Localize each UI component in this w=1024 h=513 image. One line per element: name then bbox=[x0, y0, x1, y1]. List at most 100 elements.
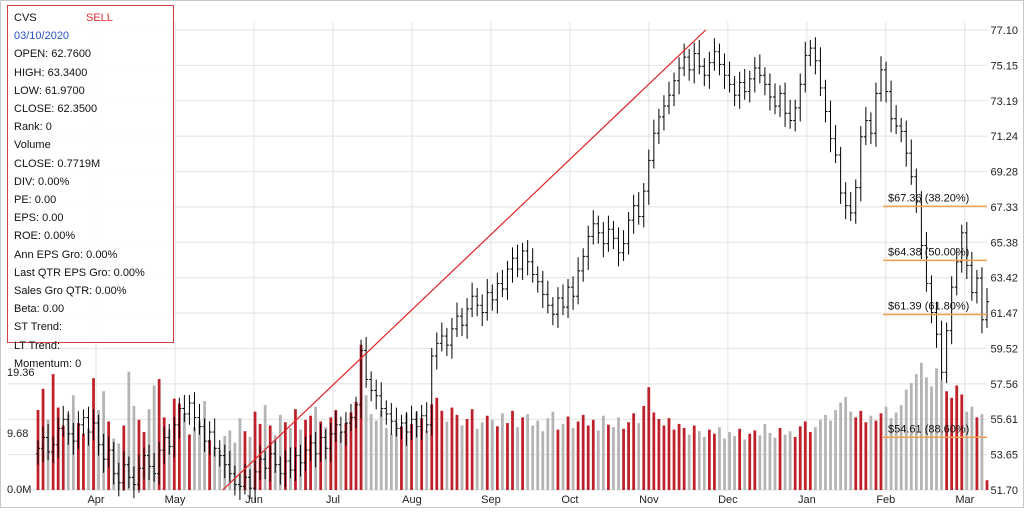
volume-bar bbox=[733, 436, 736, 490]
price-tick-label: 61.47 bbox=[990, 308, 1018, 320]
volume-bar bbox=[243, 431, 247, 490]
volume-bar bbox=[798, 426, 802, 490]
fib-level-label: $64.38 (50.00%) bbox=[888, 246, 969, 258]
price-tick-label: 53.65 bbox=[990, 450, 1018, 462]
volume-bar bbox=[743, 439, 747, 490]
volume-bar bbox=[66, 414, 70, 490]
volume-bar bbox=[874, 420, 878, 490]
volume-bar bbox=[758, 435, 762, 490]
month-tick-label: Oct bbox=[561, 494, 578, 506]
volume-bar bbox=[702, 436, 706, 490]
volume-bar bbox=[536, 420, 540, 490]
volume-bar bbox=[349, 412, 353, 490]
volume-bar bbox=[278, 414, 282, 490]
volume-bar bbox=[157, 379, 161, 490]
volume-bar bbox=[253, 411, 257, 490]
volume-bar bbox=[925, 377, 928, 490]
volume-bar bbox=[541, 431, 545, 490]
volume-bar bbox=[960, 394, 964, 490]
price-tick-label: 67.33 bbox=[990, 202, 1018, 214]
volume-bar bbox=[77, 423, 80, 490]
volume-bar bbox=[738, 428, 742, 490]
volume-bar bbox=[607, 424, 610, 490]
info-row: EPS: 0.00 bbox=[14, 212, 64, 225]
volume-bar bbox=[389, 433, 393, 490]
volume-bar bbox=[718, 427, 721, 490]
volume-bar bbox=[667, 418, 671, 490]
volume-bar bbox=[61, 425, 65, 490]
volume-bar bbox=[460, 425, 464, 490]
price-tick-label: 55.61 bbox=[990, 414, 1018, 426]
volume-bar bbox=[475, 428, 479, 490]
info-row: ROE: 0.00% bbox=[14, 230, 76, 243]
volume-bar bbox=[127, 371, 131, 490]
volume-bar bbox=[793, 436, 797, 490]
volume-bar bbox=[677, 423, 681, 490]
volume-bar bbox=[657, 418, 661, 490]
volume-bar bbox=[692, 425, 696, 490]
volume-bar bbox=[940, 380, 943, 490]
volume-bar bbox=[844, 396, 848, 490]
volume-bar bbox=[384, 427, 388, 490]
volume-bar bbox=[561, 423, 565, 490]
volume-bar bbox=[238, 418, 242, 490]
price-tick-label: 51.70 bbox=[990, 485, 1018, 497]
fibonacci-levels: $67.36 (38.20%) $64.38 (50.00%) $61.39 (61… bbox=[883, 192, 987, 439]
price-tick-label: 77.10 bbox=[990, 25, 1018, 37]
volume-bar bbox=[405, 413, 408, 490]
volume-bar bbox=[753, 430, 757, 490]
price-tick-label: 69.28 bbox=[990, 167, 1018, 179]
price-tick-label: 75.15 bbox=[990, 60, 1018, 72]
volume-bar bbox=[152, 385, 156, 490]
price-tick-label: 65.38 bbox=[990, 237, 1018, 249]
volume-bar bbox=[501, 413, 504, 490]
volume-bar bbox=[511, 410, 514, 490]
volume-bar bbox=[829, 420, 832, 490]
month-tick-label: Dec bbox=[718, 494, 738, 506]
volume-bar bbox=[445, 421, 449, 490]
volume-bar bbox=[586, 425, 590, 490]
axis-labels: 77.10 75.15 73.19 71.24 69.28 67.33 65.38 63.42… bbox=[7, 25, 1018, 506]
volume-bar bbox=[521, 417, 524, 490]
volume-bar bbox=[813, 427, 817, 490]
volume-bar bbox=[899, 405, 903, 490]
volume-bar bbox=[87, 428, 90, 490]
month-tick-label: Apr bbox=[87, 494, 104, 506]
price-tick-label: 73.19 bbox=[990, 96, 1018, 108]
volume-bar bbox=[571, 427, 575, 490]
volume-bar bbox=[859, 410, 863, 490]
volume-bar bbox=[334, 410, 338, 490]
volume-bar bbox=[768, 432, 772, 490]
volume-bar bbox=[935, 368, 938, 490]
month-tick-label: Nov bbox=[639, 494, 659, 506]
volume-bar bbox=[778, 427, 782, 490]
volume-bar bbox=[188, 434, 191, 490]
volume-bar bbox=[263, 405, 267, 490]
fib-level-label: $67.36 (38.20%) bbox=[888, 192, 969, 204]
volume-bar bbox=[470, 409, 474, 490]
price-tick-label: 71.24 bbox=[990, 131, 1018, 143]
month-tick-label: May bbox=[165, 494, 186, 506]
volume-bar bbox=[617, 417, 620, 490]
trendline-segment bbox=[222, 29, 707, 491]
volume-bar bbox=[354, 401, 358, 490]
volume-bar bbox=[945, 391, 948, 490]
volume-bar bbox=[879, 413, 883, 490]
volume-bar bbox=[647, 387, 651, 490]
volume-bar bbox=[581, 414, 585, 490]
volume-bar bbox=[198, 420, 201, 490]
volume-bar bbox=[450, 407, 454, 490]
volume-tick-label: 9.68 bbox=[7, 428, 28, 440]
info-row: CLOSE: 0.7719M bbox=[14, 157, 101, 170]
volume-bar bbox=[773, 437, 777, 490]
volume-bar bbox=[864, 422, 868, 490]
volume-bar bbox=[193, 427, 196, 490]
volume-bar bbox=[980, 414, 984, 490]
info-row: Ann EPS Gro: 0.00% bbox=[14, 248, 118, 261]
volume-bar bbox=[455, 414, 459, 490]
volume-bar bbox=[970, 406, 974, 490]
info-row: Last QTR EPS Gro: 0.00% bbox=[14, 266, 145, 279]
volume-bar bbox=[490, 419, 494, 490]
volume-bar bbox=[374, 420, 378, 490]
volume-bar bbox=[783, 434, 787, 490]
